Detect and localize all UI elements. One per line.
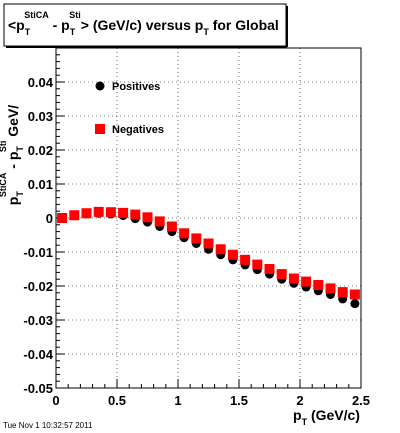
- data-point-negatives: [179, 228, 190, 239]
- x-tick-label: 0.5: [108, 393, 126, 408]
- data-point-negatives: [227, 249, 238, 260]
- legend-label-positives: Positives: [112, 81, 160, 93]
- data-point-negatives: [57, 213, 68, 223]
- data-point-negatives: [349, 289, 360, 300]
- series-positives: [57, 208, 360, 309]
- y-tick-label: -0.02: [23, 279, 53, 294]
- data-point-negatives: [264, 264, 275, 274]
- data-point-negatives: [154, 216, 165, 227]
- data-point-negatives: [215, 244, 226, 255]
- data-point-negatives: [313, 279, 324, 290]
- y-tick-label: -0.04: [23, 347, 53, 362]
- title-box: [3, 3, 287, 47]
- timestamp: Tue Nov 1 10:32:57 2011: [3, 421, 93, 430]
- y-tick-label: -0.05: [23, 381, 53, 396]
- data-point-negatives: [325, 283, 336, 294]
- y-axis-title: pTStiCA - pTSti GeV/: [0, 105, 25, 205]
- chart-title: <pTStiCA - pTSti> (GeV/c) versus pT for …: [8, 10, 279, 37]
- legend-marker-positives: [95, 81, 105, 91]
- data-point-negatives: [81, 208, 92, 219]
- x-tick-label: 1: [174, 393, 181, 408]
- data-point-negatives: [203, 238, 214, 249]
- series-negatives: [57, 206, 360, 300]
- grid: [56, 48, 361, 388]
- x-axis-title: pT (GeV/c): [293, 407, 360, 427]
- legend-marker-negatives: [95, 124, 105, 134]
- data-point-negatives: [288, 273, 299, 284]
- series-layer: [57, 206, 360, 309]
- data-point-negatives: [337, 287, 348, 298]
- data-point-negatives: [118, 207, 129, 218]
- x-tick-label: 0: [52, 393, 59, 408]
- data-point-negatives: [105, 207, 116, 218]
- y-tick-label: 0.01: [28, 177, 53, 192]
- data-point-negatives: [142, 212, 153, 223]
- y-tick-label: 0.03: [28, 109, 53, 124]
- x-tick-label: 2: [296, 393, 303, 408]
- data-point-negatives: [301, 276, 312, 287]
- legend: Positives Negatives: [95, 81, 164, 136]
- data-point-negatives: [191, 233, 202, 244]
- data-point-negatives: [252, 259, 263, 270]
- y-tick-label: -0.03: [23, 313, 53, 328]
- legend-label-negatives: Negatives: [112, 124, 164, 136]
- y-tick-label: 0.02: [28, 143, 53, 158]
- data-point-negatives: [69, 210, 80, 221]
- data-point-positives: [350, 299, 360, 309]
- ticks: [55, 47, 362, 389]
- y-tick-label: -0.01: [23, 245, 53, 260]
- data-point-negatives: [276, 269, 287, 280]
- tick-labels: 0 0.5 1 1.5 2 2.5 -0.05 -0.04 -0.03 -0.02 -0.01 0 0.…: [23, 75, 370, 408]
- x-tick-label: 1.5: [230, 393, 248, 408]
- data-point-negatives: [93, 206, 104, 217]
- data-point-negatives: [130, 209, 141, 220]
- y-tick-label: 0.04: [28, 75, 54, 90]
- y-tick-label: 0: [46, 211, 53, 226]
- data-point-negatives: [166, 221, 177, 232]
- data-point-negatives: [240, 254, 251, 265]
- x-tick-label: 2.5: [352, 393, 370, 408]
